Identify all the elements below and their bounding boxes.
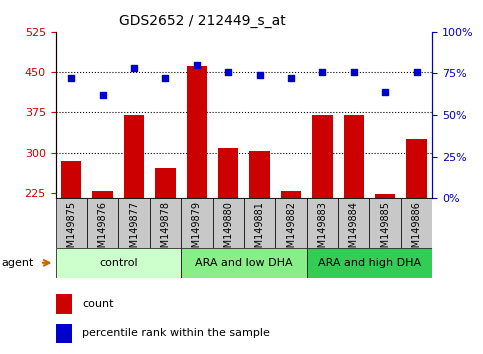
Bar (375, 194, 396, 198)
Point (319, 69, 327, 75)
Bar (56, 295, 72, 314)
Text: count: count (82, 299, 114, 309)
Bar (307, 198, 338, 248)
Bar (249, 151, 270, 198)
Text: GSM149883: GSM149883 (317, 201, 327, 259)
Point (193, 62, 201, 68)
Bar (338, 198, 369, 248)
Bar (118, 198, 150, 248)
Text: ARA and high DHA: ARA and high DHA (318, 258, 421, 268)
Bar (218, 148, 239, 198)
Bar (92, 191, 113, 198)
Text: percentile rank within the sample: percentile rank within the sample (82, 328, 270, 338)
Bar (61, 161, 82, 198)
Bar (56, 248, 181, 278)
Bar (312, 115, 333, 198)
Text: GDS2652 / 212449_s_at: GDS2652 / 212449_s_at (119, 14, 286, 28)
Bar (343, 115, 364, 198)
Text: GSM149879: GSM149879 (192, 201, 202, 260)
Bar (213, 198, 244, 248)
Point (256, 72, 264, 78)
Bar (181, 248, 307, 278)
Text: ARA and low DHA: ARA and low DHA (195, 258, 293, 268)
Text: GSM149886: GSM149886 (412, 201, 422, 259)
Text: GSM149884: GSM149884 (349, 201, 359, 259)
Point (412, 69, 420, 75)
Text: GSM149875: GSM149875 (66, 201, 76, 260)
Point (350, 69, 357, 75)
Bar (56, 198, 87, 248)
Bar (401, 198, 432, 248)
Point (68, 76, 75, 81)
Bar (406, 139, 427, 198)
Bar (87, 198, 118, 248)
Text: GSM149877: GSM149877 (129, 201, 139, 260)
Bar (369, 198, 401, 248)
Bar (56, 324, 72, 343)
Point (287, 76, 295, 81)
Point (161, 76, 170, 81)
Text: GSM149881: GSM149881 (255, 201, 265, 259)
Bar (124, 115, 144, 198)
Text: GSM149882: GSM149882 (286, 201, 296, 260)
Point (99, 92, 107, 98)
Bar (244, 198, 275, 248)
Bar (150, 198, 181, 248)
Bar (155, 168, 176, 198)
Text: GSM149876: GSM149876 (98, 201, 108, 260)
Bar (181, 198, 213, 248)
Bar (307, 248, 432, 278)
Bar (281, 191, 301, 198)
Point (382, 89, 389, 95)
Point (224, 69, 232, 75)
Bar (275, 198, 307, 248)
Text: agent: agent (1, 258, 33, 268)
Point (130, 65, 138, 71)
Text: GSM149885: GSM149885 (380, 201, 390, 260)
Text: GSM149880: GSM149880 (223, 201, 233, 259)
Bar (186, 66, 207, 198)
Text: GSM149878: GSM149878 (160, 201, 170, 260)
Text: control: control (99, 258, 138, 268)
